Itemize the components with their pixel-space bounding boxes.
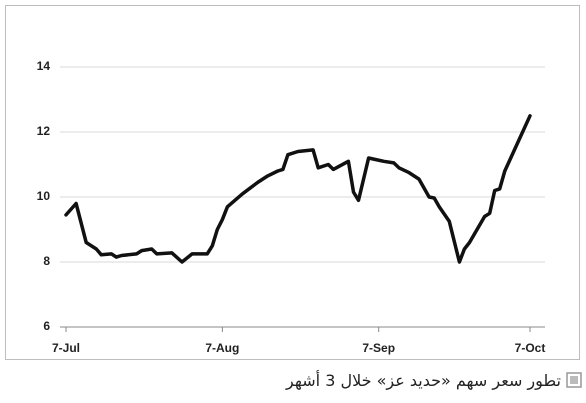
chart: 6 8 10 12 14 7-Jul 7-Aug 7-Sep 7-Oct — [5, 5, 580, 360]
y-tick-label: 14 — [37, 59, 51, 73]
y-tick-label: 8 — [43, 254, 50, 268]
y-tick-label: 12 — [37, 124, 51, 138]
x-tick-label: 7-Sep — [362, 341, 395, 355]
y-tick-label: 6 — [43, 319, 50, 333]
chart-frame — [5, 5, 580, 360]
caption-row: تطور سعر سهم «حديد عز» خلال 3 أشهر — [286, 366, 582, 394]
price-line — [64, 114, 532, 264]
x-tick-label: 7-Aug — [205, 341, 239, 355]
caption-icon — [566, 372, 582, 388]
x-tick-label: 7-Oct — [515, 341, 546, 355]
caption: تطور سعر سهم «حديد عز» خلال 3 أشهر — [286, 370, 561, 390]
y-tick-label: 10 — [37, 189, 51, 203]
x-tick-label: 7-Jul — [52, 341, 80, 355]
